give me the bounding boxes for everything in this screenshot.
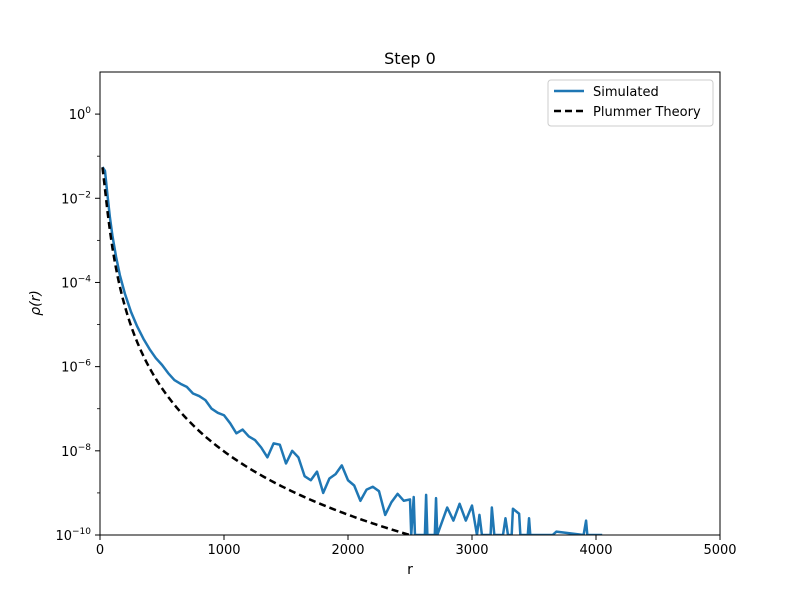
x-axis: 0 1000 2000 3000 4000 5000: [96, 535, 737, 558]
x-tick-label: 3000: [455, 543, 488, 558]
series-line-simulated: [101, 166, 603, 535]
series-line-plummer-theory: [101, 167, 415, 535]
legend-label-simulated: Simulated: [593, 85, 659, 100]
chart-title: Step 0: [384, 49, 436, 68]
y-tick-label: 10−8: [61, 443, 91, 460]
x-tick-label: 4000: [579, 543, 612, 558]
y-tick-label: 10−6: [61, 359, 91, 376]
y-tick-label: 10−2: [61, 190, 91, 207]
y-tick-label: 10−4: [61, 274, 91, 291]
x-tick-label: 0: [96, 543, 104, 558]
legend-label-plummer: Plummer Theory: [593, 105, 701, 120]
x-axis-label: r: [407, 562, 413, 578]
plot-frame: [99, 71, 721, 536]
y-tick-label: 100: [69, 106, 92, 123]
x-tick-label: 1000: [207, 543, 240, 558]
y-axis: 100 10−2 10−4 10−6 10−8 10−10: [55, 106, 100, 544]
y-axis-label: ρ(r): [28, 290, 44, 316]
x-tick-label: 2000: [331, 543, 364, 558]
legend: Simulated Plummer Theory: [547, 79, 714, 127]
series-layer: [101, 166, 603, 535]
x-tick-label: 5000: [703, 543, 736, 558]
y-tick-label: 10−10: [55, 527, 91, 544]
legend-box: [547, 79, 714, 127]
